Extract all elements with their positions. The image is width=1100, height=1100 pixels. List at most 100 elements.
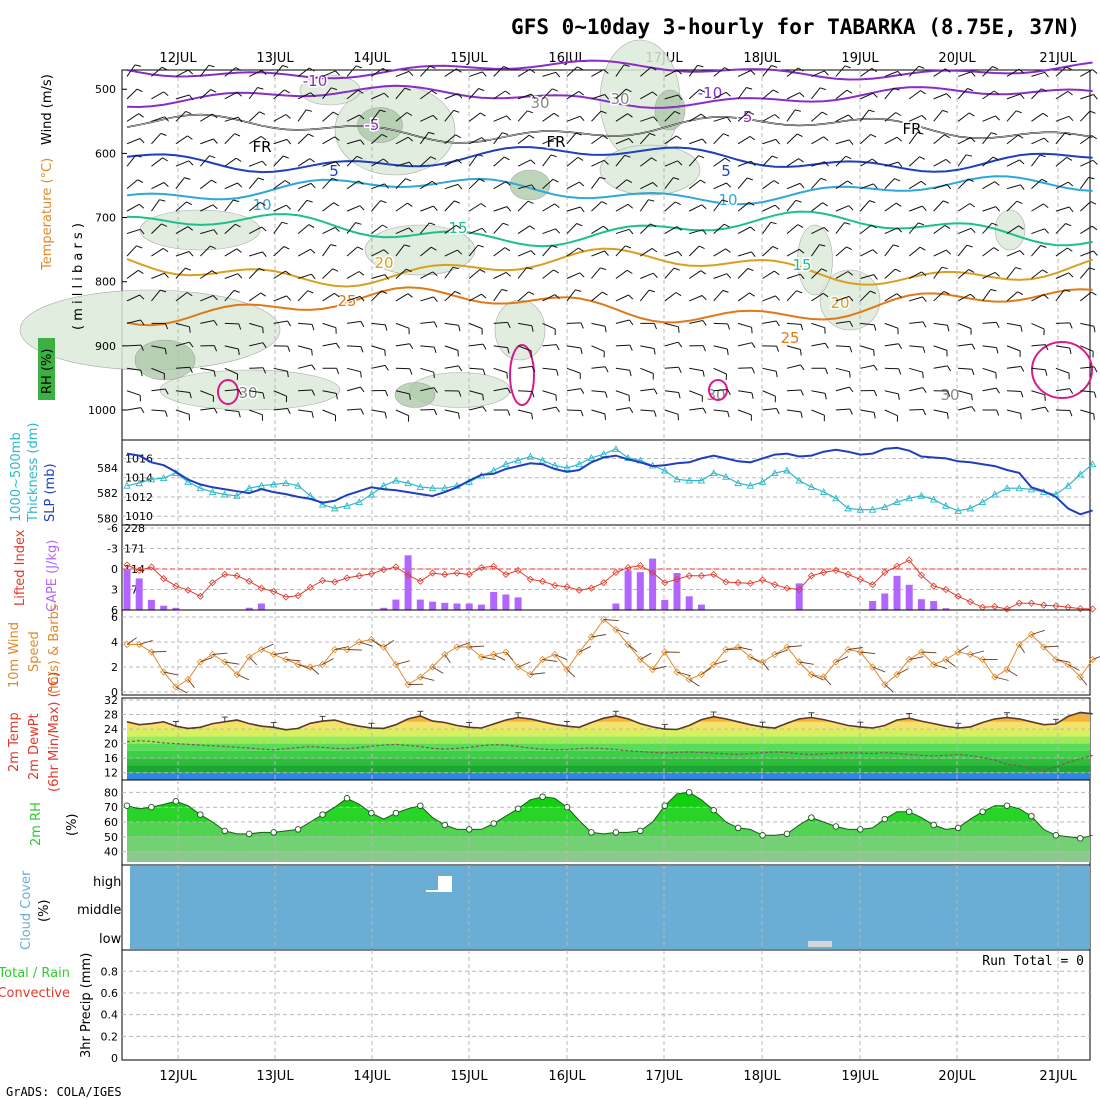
date-label-top: 15JUL — [450, 51, 488, 66]
wind-barb-flag — [674, 110, 681, 115]
wind-barb — [175, 366, 190, 369]
rh2m-marker — [221, 827, 229, 835]
lifted-index-marker — [355, 572, 363, 580]
top-date-axis: 12JUL13JUL14JUL15JUL16JUL17JUL18JUL19JUL… — [159, 51, 1077, 66]
wind-barb — [346, 271, 360, 279]
wind-barb-flag — [138, 113, 144, 118]
wind-barb — [420, 90, 432, 100]
wind10m-speed-marker — [991, 673, 999, 681]
wind-barb — [811, 342, 826, 347]
wind-barb — [151, 409, 166, 412]
wind10m-barb — [652, 665, 667, 670]
date-label-bottom: 18JUL — [743, 1069, 781, 1084]
lifted-index-marker — [294, 592, 302, 600]
wind-barb — [249, 409, 263, 416]
wind-barb-flag — [456, 68, 462, 73]
wind10m-barb — [945, 659, 956, 667]
wind-barb-flag — [480, 112, 486, 117]
wind-barb-flag — [236, 248, 242, 253]
wind-barb — [957, 322, 972, 330]
thickness-marker — [147, 475, 156, 483]
wind-barb-flag — [678, 392, 681, 399]
wind-barb-flag — [1092, 159, 1098, 165]
wind-barb — [591, 366, 606, 369]
wind-barb — [640, 116, 654, 122]
wind-barb-flag — [262, 327, 264, 334]
wind10m-speed-marker — [416, 673, 424, 681]
wind-barb — [200, 229, 214, 235]
wind-barb — [737, 201, 750, 212]
wind-barb — [566, 345, 581, 349]
wind-barb-flag — [382, 67, 389, 73]
wind-barb-flag — [186, 292, 193, 297]
wind-barb — [762, 295, 776, 302]
wind-barb — [591, 110, 602, 122]
wind-barb-flag — [136, 88, 143, 93]
wind-barb — [151, 247, 164, 257]
wind-barb-flag — [409, 343, 414, 350]
wind10m-barb — [872, 666, 886, 673]
wind-barb-flag — [701, 295, 707, 301]
wind-barb — [835, 345, 850, 348]
wind-barb-flag — [871, 224, 877, 229]
wind-barb-flag — [259, 111, 266, 115]
wind-barb-flag — [604, 94, 609, 100]
wind10m-speed-marker — [1076, 673, 1084, 681]
wind-barb — [444, 93, 458, 100]
wind-barb-flag — [600, 110, 607, 114]
rh2m-marker — [465, 826, 473, 833]
wind10m-barb — [762, 661, 770, 671]
wind-barb — [860, 364, 875, 369]
temp-band — [127, 750, 1090, 759]
cape-bar — [649, 558, 657, 610]
wind-barb-flag — [871, 158, 878, 164]
wind-barb — [1055, 157, 1068, 167]
wind10m-speed-marker — [1052, 655, 1060, 664]
wind-barb — [566, 132, 577, 145]
rh-shading-blob-dark — [654, 89, 686, 131]
wind-barb-flag — [482, 406, 487, 412]
slp-tick-label: 1010 — [125, 510, 153, 523]
wind-barb — [224, 223, 236, 234]
wind-barb — [175, 341, 190, 347]
wind-barb-flag — [137, 179, 144, 184]
wind-barb-flag — [259, 201, 266, 206]
wind-barb — [469, 406, 483, 411]
wind-barb — [322, 342, 337, 347]
wind10m-speed-marker — [502, 648, 510, 656]
isotherm-label: 10 — [718, 191, 737, 209]
slp-tick-label: 1012 — [125, 491, 153, 504]
wind-barb — [982, 222, 993, 234]
wind-barb — [811, 390, 826, 394]
wind10m-speed-marker — [844, 645, 852, 654]
lifted-index-marker — [722, 578, 730, 586]
thickness-marker — [1003, 484, 1011, 492]
thickness-marker — [282, 479, 290, 487]
wind-barb-flag — [917, 131, 924, 135]
wind-barb-flag — [384, 324, 388, 331]
wind-barb — [762, 408, 777, 411]
wind-barb-flag — [819, 244, 826, 247]
wind-barb-flag — [971, 369, 975, 376]
wind-barb — [933, 266, 943, 279]
wind-barb-flag — [136, 245, 143, 249]
wind-barb — [591, 69, 604, 77]
thickness-marker — [991, 490, 999, 498]
wind-barb — [273, 204, 287, 212]
rh2m-marker — [197, 811, 204, 818]
wind-barb — [1031, 390, 1045, 396]
wind-barb-flag — [1093, 94, 1098, 100]
wind-barb-flag — [848, 139, 854, 146]
wind-barb — [566, 181, 580, 190]
wind-barb-flag — [776, 408, 780, 415]
lifted-index-marker — [416, 577, 424, 585]
wind-barb — [151, 272, 165, 279]
wind-barb-flag — [359, 296, 365, 302]
cape-frame — [121, 524, 1091, 611]
wind-barb-flag — [430, 156, 437, 160]
wind-barb-flag — [188, 160, 194, 166]
wind-barb — [713, 389, 728, 392]
cloud-content — [130, 865, 1090, 950]
date-label-top: 19JUL — [841, 51, 879, 66]
